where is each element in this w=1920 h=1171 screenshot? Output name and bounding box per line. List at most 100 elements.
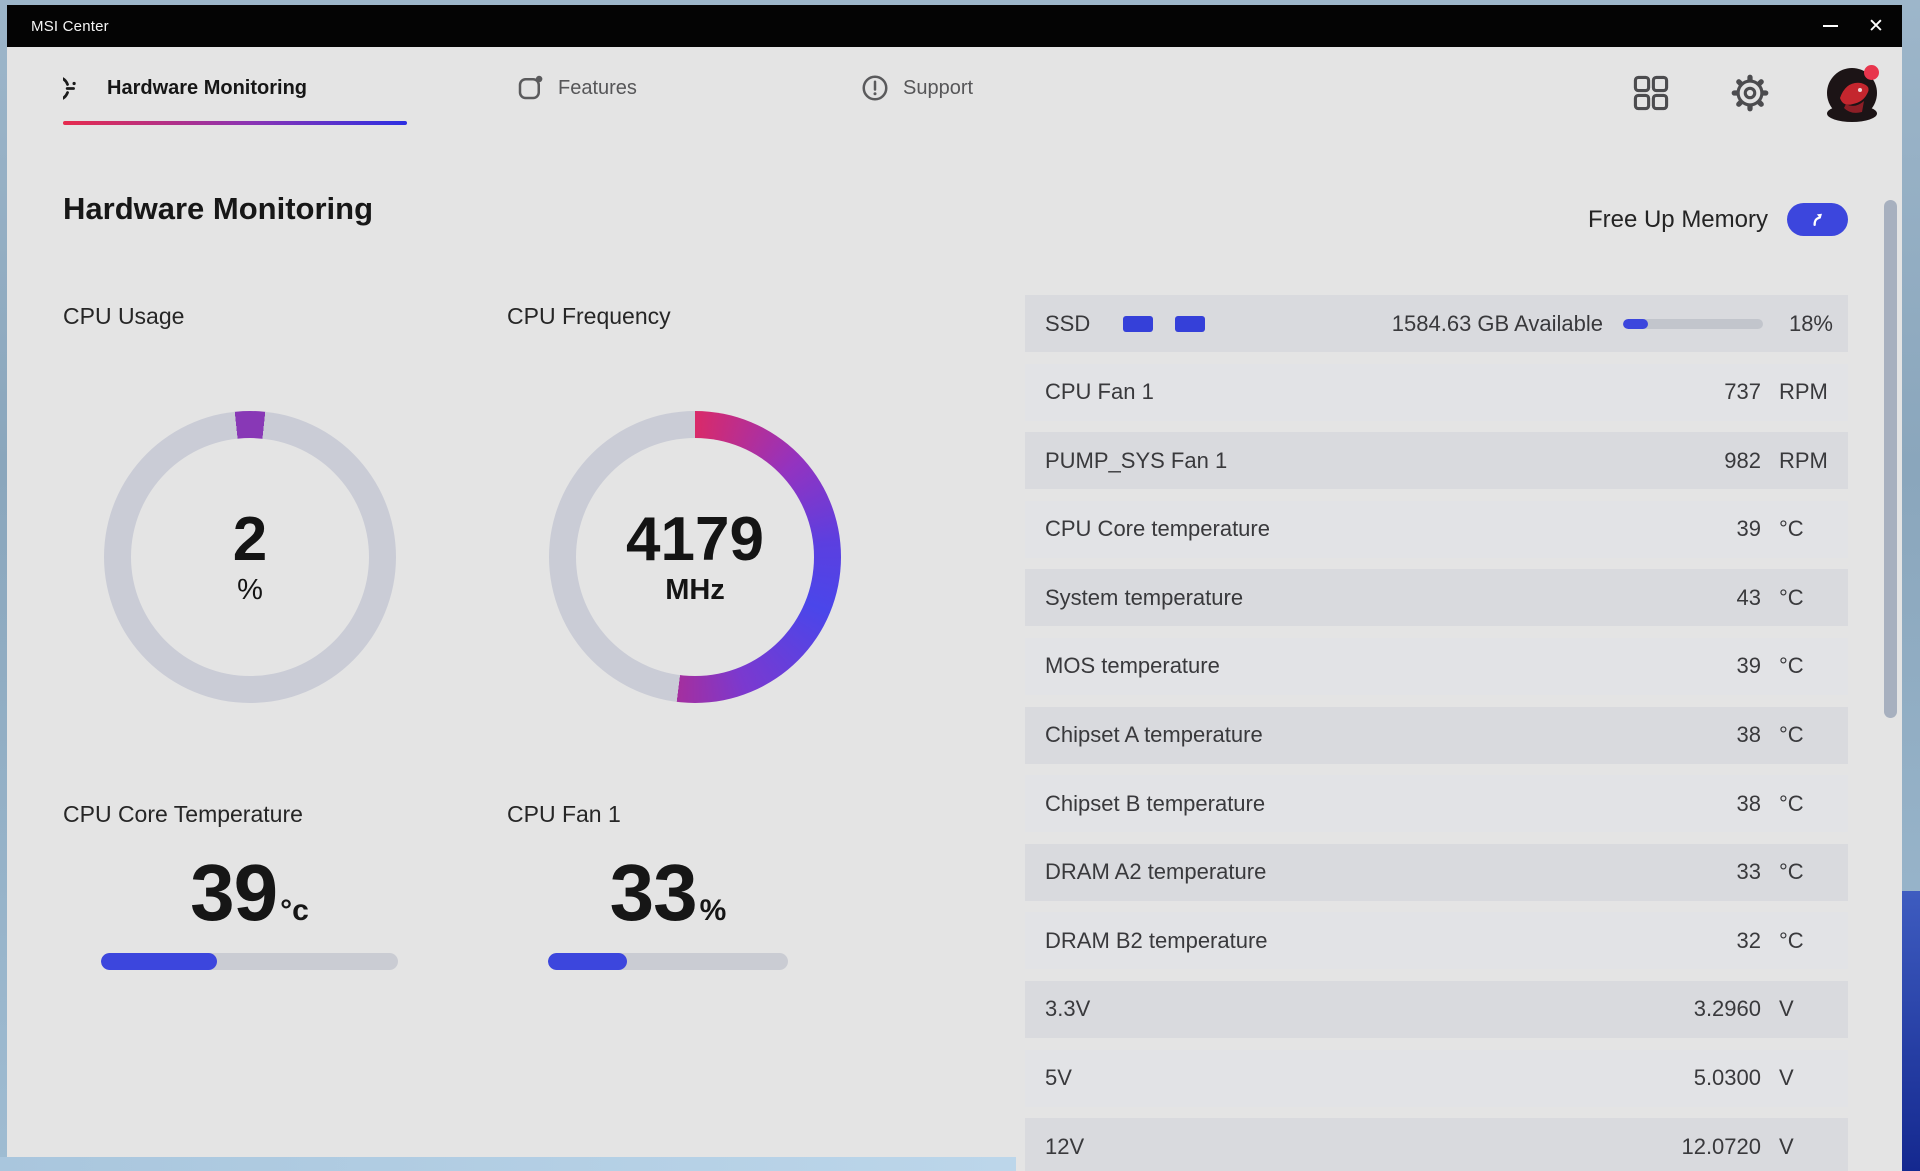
sensor-panel: SSD 1584.63 GB Available 18% CPU Fan 1 7…: [1025, 295, 1848, 1171]
free-up-memory: Free Up Memory: [1588, 203, 1848, 236]
tab-label: Support: [903, 76, 974, 99]
sensor-unit: RPM: [1779, 379, 1828, 405]
sensor-value: 737: [1724, 379, 1761, 405]
sensor-value: 39: [1736, 653, 1761, 679]
cpu-frequency-unit: MHz: [665, 574, 725, 607]
sensor-row: CPU Core temperature 39 °C: [1025, 500, 1848, 558]
cpu-usage-unit: %: [237, 574, 263, 607]
desktop-edge-right: [1902, 891, 1920, 1171]
user-avatar-button[interactable]: [1827, 65, 1879, 122]
tab-hardware-monitoring[interactable]: Hardware Monitoring: [63, 65, 307, 111]
cpu-fan-reading: 33%: [548, 853, 788, 933]
cpu-fan-bar: [548, 953, 788, 970]
ssd-usage-bar-fill: [1623, 318, 1649, 329]
sensor-name: DRAM B2 temperature: [1045, 927, 1268, 953]
settings-button[interactable]: [1729, 72, 1771, 114]
sensor-value: 39: [1736, 516, 1761, 542]
sensor-unit: °C: [1779, 927, 1804, 953]
ssd-label: SSD: [1045, 310, 1091, 336]
tab-support[interactable]: Support: [860, 65, 973, 111]
sensor-row: CPU Fan 1 737 RPM: [1025, 363, 1848, 421]
cpu-usage-title: CPU Usage: [63, 303, 185, 329]
sensor-name: Chipset A temperature: [1045, 722, 1263, 748]
cpu-core-temp-unit: °c: [280, 894, 309, 927]
page-title: Hardware Monitoring: [63, 191, 374, 226]
ssd-activity-chips: [1123, 315, 1206, 332]
sensor-unit: °C: [1779, 790, 1804, 816]
cpu-fan-unit: %: [699, 894, 727, 927]
cpu-frequency-gauge: 4179 MHz: [549, 411, 841, 703]
top-icon-group: [1629, 65, 1879, 122]
ssd-chip: [1175, 315, 1206, 332]
close-button[interactable]: ✕: [1853, 5, 1899, 47]
sensor-row: PUMP_SYS Fan 1 982 RPM: [1025, 432, 1848, 490]
tab-label: Features: [558, 76, 637, 99]
sensor-unit: °C: [1779, 722, 1804, 748]
ssd-chip: [1123, 315, 1154, 332]
window-title: MSI Center: [31, 17, 109, 35]
cpu-core-temp-meter: 39 °c: [101, 853, 398, 970]
cpu-core-temp-title: CPU Core Temperature: [63, 801, 303, 827]
close-icon: ✕: [1868, 15, 1884, 37]
sensor-value: 5.0300: [1693, 1065, 1761, 1091]
free-up-memory-label: Free Up Memory: [1587, 205, 1768, 233]
cpu-frequency-value: 4179: [626, 504, 764, 574]
notification-dot: [1864, 65, 1879, 80]
sensor-value: 12.0720: [1681, 1133, 1761, 1159]
cpu-frequency-gauge-center: 4179 MHz: [576, 438, 814, 676]
ssd-usage-bar: [1623, 318, 1763, 329]
sensor-name: CPU Fan 1: [1045, 379, 1154, 405]
sensor-value: 32: [1736, 927, 1761, 953]
sensor-unit: V: [1779, 996, 1794, 1022]
features-icon: [515, 73, 545, 103]
ssd-available: 1584.63 GB Available: [1391, 310, 1603, 336]
sensor-row: 5V 5.0300 V: [1025, 1049, 1848, 1107]
cpu-core-temp-bar: [101, 953, 398, 970]
cpu-frequency-title: CPU Frequency: [507, 303, 671, 329]
sensor-row: Chipset B temperature 38 °C: [1025, 775, 1848, 833]
free-up-memory-button[interactable]: [1787, 203, 1848, 236]
minimize-button[interactable]: [1807, 5, 1853, 47]
cpu-core-temp-reading: 39 °c: [101, 853, 398, 933]
sensor-row: DRAM B2 temperature 32 °C: [1025, 912, 1848, 970]
sensor-unit: °C: [1779, 859, 1804, 885]
ssd-row: SSD 1584.63 GB Available 18%: [1025, 295, 1848, 352]
desktop-edge-bottom: [0, 1157, 1016, 1171]
sensor-name: 3.3V: [1045, 996, 1091, 1022]
grid-apps-button[interactable]: [1629, 71, 1673, 115]
cpu-fan-title: CPU Fan 1: [507, 801, 621, 827]
sensor-value: 43: [1736, 584, 1761, 610]
cpu-core-temp-bar-fill: [101, 953, 217, 970]
scrollbar-thumb[interactable]: [1884, 200, 1897, 718]
sensor-name: MOS temperature: [1045, 653, 1220, 679]
titlebar: MSI Center ✕: [7, 5, 1902, 47]
sensor-value: 3.2960: [1693, 996, 1761, 1022]
sensor-row: MOS temperature 39 °C: [1025, 637, 1848, 695]
sensor-row: 3.3V 3.2960 V: [1025, 980, 1848, 1038]
sensor-unit: V: [1779, 1065, 1794, 1091]
cpu-fan-value: 33: [609, 848, 698, 937]
arrow-up-icon: [1813, 213, 1822, 226]
sensor-unit: °C: [1779, 584, 1804, 610]
gear-icon: [1731, 74, 1769, 112]
sensor-unit: °C: [1779, 653, 1804, 679]
sensor-row: 12V 12.0720 V: [1025, 1118, 1848, 1171]
gauge-icon: [63, 73, 94, 104]
msi-center-window: MSI Center ✕ Hardware Monitoring Feature…: [7, 5, 1902, 1171]
ssd-percent: 18%: [1788, 310, 1833, 336]
sensor-value: 982: [1724, 447, 1761, 473]
sensor-unit: V: [1779, 1133, 1794, 1159]
sensor-name: CPU Core temperature: [1045, 516, 1270, 542]
sensor-name: Chipset B temperature: [1045, 790, 1266, 816]
sensor-row: DRAM A2 temperature 33 °C: [1025, 843, 1848, 901]
tab-features[interactable]: Features: [515, 65, 637, 111]
sensor-name: DRAM A2 temperature: [1045, 859, 1267, 885]
sensor-row: Chipset A temperature 38 °C: [1025, 706, 1848, 764]
cpu-fan-meter: 33%: [548, 853, 788, 970]
cpu-usage-value: 2: [232, 504, 268, 574]
active-tab-underline: [63, 121, 407, 125]
sensor-value: 33: [1736, 859, 1761, 885]
cpu-usage-gauge-center: 2 %: [131, 438, 369, 676]
sensor-name: 12V: [1045, 1133, 1085, 1159]
cpu-fan-bar-fill: [548, 953, 628, 970]
